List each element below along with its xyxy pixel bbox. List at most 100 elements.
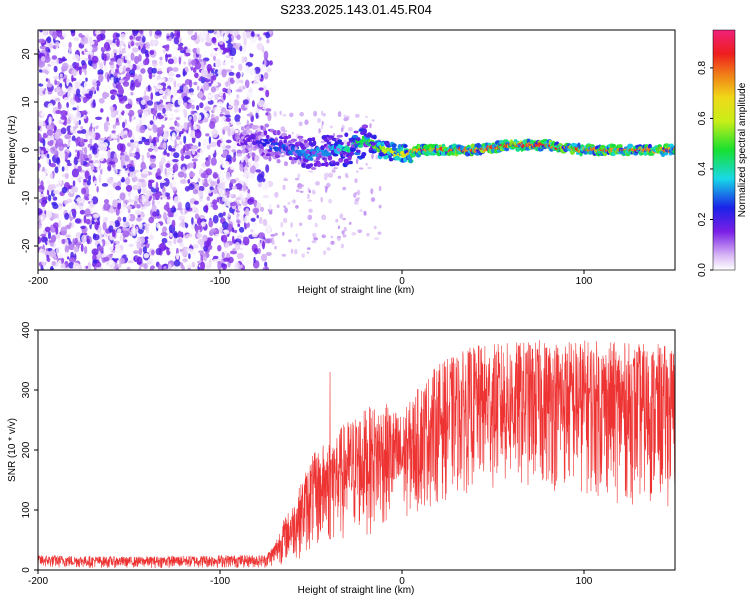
- spectrogram-noise-mark: [262, 195, 270, 199]
- spectrogram-scatter-mark: [378, 204, 382, 209]
- spectrogram-scatter-mark: [375, 155, 379, 160]
- spectrogram-noise-mark: [265, 238, 273, 244]
- spectrogram-noise-mark: [74, 218, 81, 224]
- spectrogram-noise-mark: [229, 250, 238, 255]
- spectrogram-noise-mark: [39, 192, 45, 198]
- snr-x-ticks: -200 -100 0 100: [28, 570, 593, 587]
- spectrogram-noise-mark: [187, 99, 195, 104]
- spectrogram-noise-mark: [100, 144, 104, 151]
- spectrogram-noise-mark: [258, 232, 265, 239]
- spectrogram-noise-mark: [244, 215, 250, 224]
- spectrogram-noise-mark: [107, 164, 112, 172]
- spectrogram-noise-mark: [217, 101, 223, 106]
- spectrogram-scatter-mark: [279, 110, 282, 116]
- spectrogram-noise-mark: [229, 165, 237, 170]
- spectrogram-noise-mark: [162, 132, 168, 142]
- spectrogram-noise-mark: [72, 54, 80, 61]
- spectrogram-noise-mark: [236, 34, 241, 40]
- spectrogram-noise-mark: [196, 47, 201, 55]
- spectrogram-noise-mark: [242, 86, 246, 90]
- spectrogram-noise-mark: [152, 193, 158, 197]
- spectrogram-noise-mark: [90, 166, 95, 171]
- spectrogram-noise-mark: [171, 132, 176, 141]
- spectrogram-noise-mark: [228, 256, 234, 264]
- spectrogram-noise-mark: [96, 35, 101, 43]
- spectrogram-noise-mark: [138, 236, 145, 244]
- spectrogram-noise-mark: [78, 66, 82, 75]
- spectrogram-noise-mark: [83, 214, 87, 224]
- spectrogram-noise-mark: [166, 103, 172, 109]
- spectrogram-scatter-mark: [282, 113, 287, 117]
- spectrogram-noise-mark: [68, 106, 75, 115]
- spectrogram-noise-mark: [200, 172, 206, 178]
- spectrogram-noise-mark: [149, 50, 155, 55]
- spectrogram-signal-mark: [349, 151, 355, 156]
- spectrogram-noise-mark: [234, 241, 241, 251]
- spectrogram-scatter-mark: [291, 200, 297, 203]
- spectrogram-noise-mark: [63, 200, 69, 205]
- spectrogram-noise-mark: [99, 82, 103, 89]
- spectrogram-scatter-mark: [284, 161, 288, 167]
- spectrogram-noise-mark: [85, 102, 90, 108]
- spectrogram-noise-mark: [208, 219, 214, 228]
- spectrogram-scatter-mark: [274, 232, 278, 236]
- spectrogram-noise-mark: [60, 110, 68, 117]
- spectrogram-scatter-mark: [307, 199, 313, 202]
- spectrogram-noise-mark: [198, 185, 205, 192]
- spectrogram-noise-mark: [163, 212, 167, 221]
- spectrogram-noise-mark: [61, 62, 69, 71]
- spectrogram-noise-mark: [91, 248, 99, 256]
- spectrogram-noise-mark: [243, 44, 246, 53]
- spectrogram-noise-mark: [192, 250, 197, 256]
- spectrogram-noise-mark: [234, 104, 238, 113]
- spectrogram-noise-mark: [181, 184, 185, 188]
- spectrogram-noise-mark: [115, 72, 118, 78]
- spectrogram-noise-mark: [225, 58, 228, 67]
- spectrogram-noise-mark: [130, 40, 135, 47]
- spectrogram-noise-mark: [39, 110, 43, 114]
- spectrogram-noise-mark: [210, 86, 217, 93]
- spectrogram-signal-mark: [266, 134, 270, 139]
- spectrogram-noise-mark: [223, 257, 230, 262]
- spectrogram-noise-mark: [108, 205, 115, 214]
- spectrogram-noise-mark: [54, 166, 59, 174]
- spectrogram-signal-mark: [263, 130, 268, 136]
- spectrogram-noise-mark: [216, 31, 221, 39]
- spectrogram-noise-mark: [48, 58, 57, 66]
- spectrogram-scatter-mark: [308, 170, 311, 173]
- spectrogram-signal-mark: [236, 149, 242, 155]
- spectrogram-scatter-mark: [333, 167, 338, 170]
- spectrogram-noise-mark: [40, 77, 44, 85]
- spectrogram-noise-mark: [44, 226, 51, 232]
- spectrogram-noise-mark: [130, 83, 135, 91]
- spectrogram-noise-mark: [166, 44, 170, 48]
- spectrogram-scatter-mark: [330, 235, 334, 239]
- spectrogram-noise-mark: [40, 180, 44, 188]
- spectrogram-scatter-mark: [321, 234, 327, 239]
- spectrogram-noise-mark: [173, 152, 180, 159]
- spectrogram-noise-mark: [95, 80, 101, 87]
- spectrogram-noise-mark: [154, 146, 158, 153]
- spectrogram-noise-mark: [143, 59, 148, 66]
- spectrogram-noise-mark: [234, 114, 241, 123]
- spectrogram-noise-mark: [66, 162, 72, 167]
- spectrogram-noise-mark: [61, 143, 68, 148]
- spectrogram-scatter-mark: [307, 214, 313, 220]
- spectrogram-noise-mark: [209, 186, 214, 191]
- spectrogram-noise-mark: [167, 76, 174, 83]
- spectrogram-noise-mark: [70, 125, 74, 131]
- spectrogram-noise-mark: [56, 213, 59, 219]
- spectrogram-noise-mark: [158, 89, 164, 94]
- spectrogram-scatter-mark: [270, 234, 276, 237]
- spectrogram-noise-mark: [106, 177, 114, 184]
- spectrogram-noise-mark: [97, 126, 103, 133]
- spectrogram-noise-mark: [192, 67, 197, 73]
- spectrogram-noise-mark: [45, 144, 51, 152]
- spectrogram-noise-mark: [204, 159, 211, 167]
- spectrogram-signal-mark: [241, 148, 246, 154]
- spectrogram-noise-mark: [73, 117, 77, 125]
- spectrogram-noise-mark: [113, 91, 118, 96]
- spectrogram-noise-mark: [86, 180, 91, 186]
- spectrogram-noise-mark: [150, 163, 157, 169]
- spectrogram-y-tick-label: -20: [21, 238, 32, 253]
